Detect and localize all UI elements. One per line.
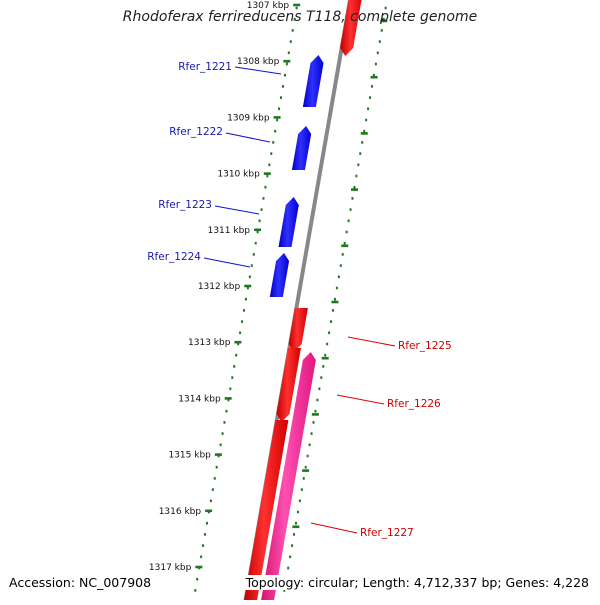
accession-label: Accession: NC_007908 xyxy=(9,575,152,590)
gene-label[interactable]: Rfer_1224 xyxy=(147,251,201,263)
gene-rfer-1221[interactable] xyxy=(302,55,324,107)
gene-label[interactable]: Rfer_1221 xyxy=(178,61,232,73)
gene-rfer-1227[interactable] xyxy=(259,352,316,605)
gene-rfer-1223[interactable] xyxy=(278,197,299,247)
gene-label[interactable]: Rfer_1226 xyxy=(387,398,441,410)
topology-label: Topology: circular; Length: 4,712,337 bp… xyxy=(243,575,589,590)
gene-label[interactable]: Rfer_1227 xyxy=(360,527,414,539)
tick-track-inner xyxy=(282,6,388,592)
label-leader xyxy=(336,394,385,405)
label-leader xyxy=(347,336,396,347)
label-leader xyxy=(203,257,251,268)
tick-label: 1309 kbp xyxy=(227,113,270,123)
tick-track-outer xyxy=(194,6,298,592)
tick-label: 1315 kbp xyxy=(168,451,211,461)
label-leader xyxy=(310,522,358,534)
map-title: Rhodoferax ferrireducens T118, complete … xyxy=(122,9,478,25)
tick-label: 1316 kbp xyxy=(159,507,202,517)
gene-labels: Rfer_1221 Rfer_1222 Rfer_1223 Rfer_1224 Rfer… xyxy=(147,61,452,539)
tick-label: 1308 kbp xyxy=(237,57,280,67)
tick-label: 1314 kbp xyxy=(178,394,221,404)
tick-labels: 1307 kbp 1308 kbp 1309 kbp 1310 kbp 1311 kbp… xyxy=(149,1,301,573)
tick-label: 1307 kbp xyxy=(247,1,290,11)
gene-label[interactable]: Rfer_1223 xyxy=(158,199,212,211)
gene-feature[interactable] xyxy=(243,420,289,605)
gene-features xyxy=(243,0,363,605)
gene-rfer-1226[interactable] xyxy=(276,348,301,422)
label-leader xyxy=(214,205,260,215)
gene-feature[interactable] xyxy=(340,0,363,56)
label-leader xyxy=(225,132,271,143)
gene-rfer-1224[interactable] xyxy=(269,253,290,297)
gene-label[interactable]: Rfer_1222 xyxy=(169,126,223,138)
gene-label[interactable]: Rfer_1225 xyxy=(398,340,452,352)
label-leader xyxy=(234,66,282,75)
gene-rfer-1222[interactable] xyxy=(291,126,312,170)
tick-label: 1313 kbp xyxy=(188,338,231,348)
gene-rfer-1225[interactable] xyxy=(288,308,308,352)
tick-label: 1317 kbp xyxy=(149,563,192,573)
tick-label: 1310 kbp xyxy=(217,170,260,180)
tick-label: 1311 kbp xyxy=(208,226,251,236)
tick-label: 1312 kbp xyxy=(198,282,241,292)
